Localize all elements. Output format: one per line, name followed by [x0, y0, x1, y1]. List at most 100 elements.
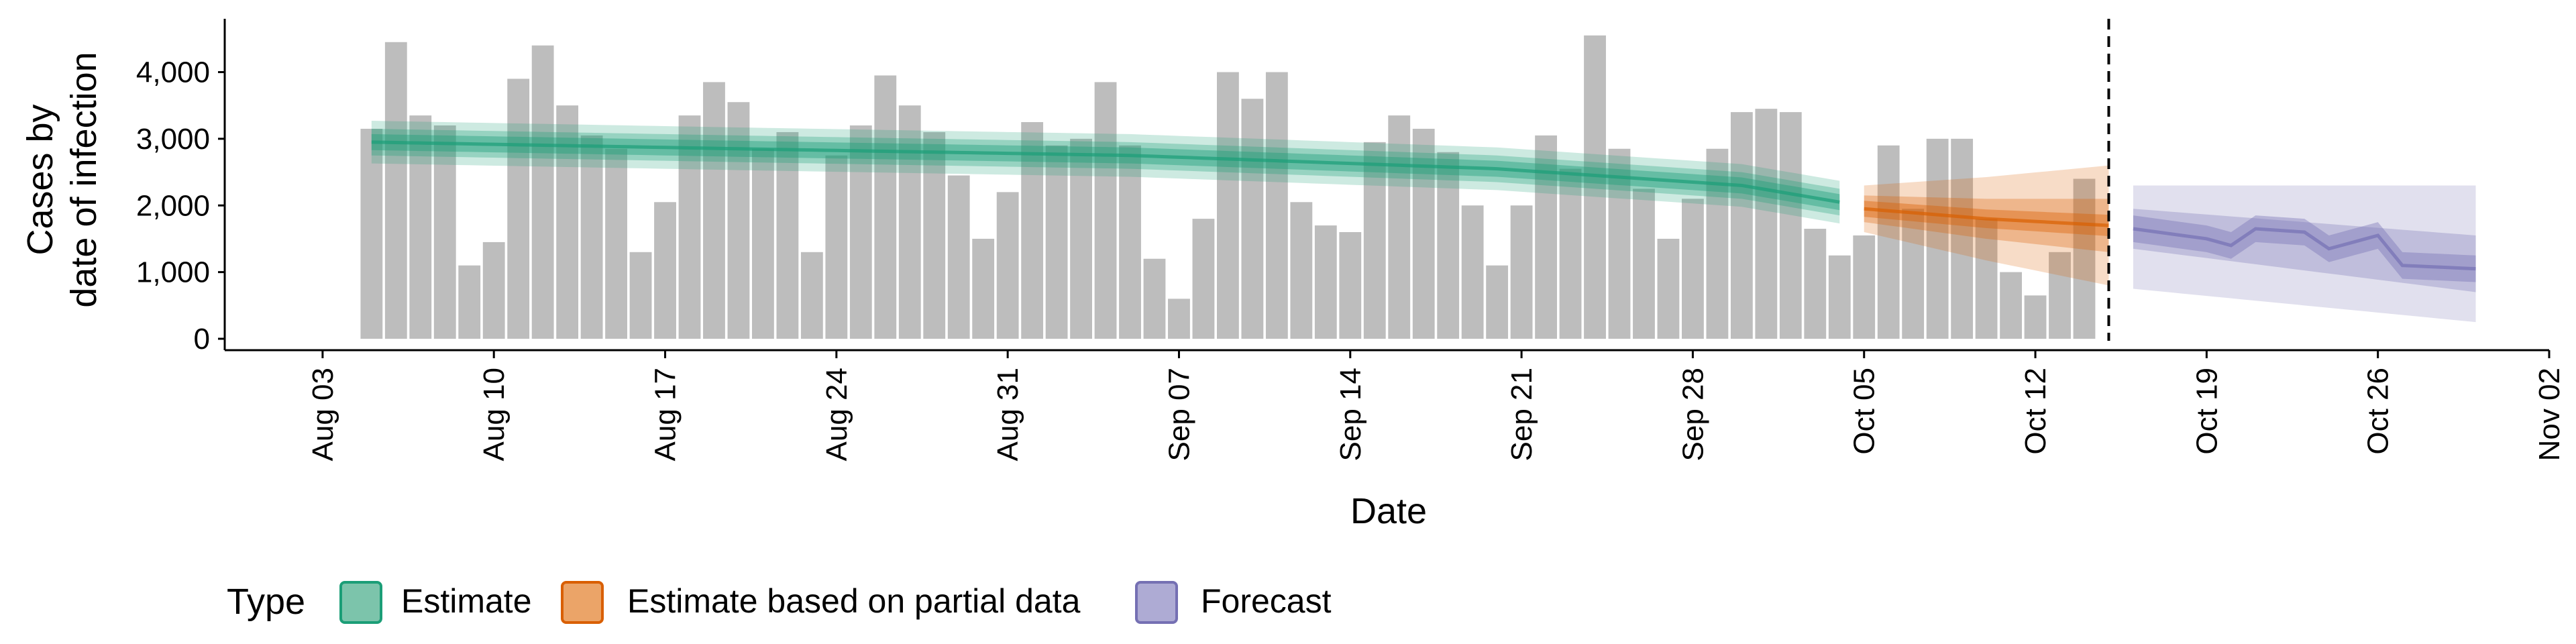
case-bar	[1363, 142, 1386, 339]
case-bar	[996, 192, 1019, 339]
forecast-median-line	[2133, 227, 2476, 271]
case-bar	[1461, 205, 1484, 339]
case-bar	[458, 265, 481, 339]
case-bar	[947, 175, 970, 339]
case-bar	[1682, 199, 1704, 339]
x-tick-label: Sep 21	[1505, 368, 1538, 461]
case-bar	[678, 115, 701, 339]
estimate-band-inner	[371, 133, 1840, 211]
case-bar	[776, 131, 799, 339]
legend-key-forecast	[1135, 581, 1178, 624]
x-axis-title: Date	[1350, 491, 1427, 531]
forecast-band-inner	[2133, 215, 2476, 282]
case-bar	[1926, 138, 1949, 339]
case-bar	[898, 105, 921, 339]
case-bar	[1657, 238, 1680, 339]
forecast-band-mid	[2133, 209, 2476, 292]
case-bar	[2073, 178, 2096, 339]
case-bar	[1804, 229, 1827, 339]
case-bar	[800, 252, 823, 339]
legend-key-partial	[561, 581, 604, 624]
bars-layer	[360, 35, 2096, 339]
legend-label-partial: Estimate based on partial data	[627, 582, 1081, 620]
estimate-band-outer	[371, 121, 1840, 224]
case-bar	[605, 148, 627, 339]
case-bar	[1486, 265, 1509, 339]
case-bar	[507, 78, 530, 339]
case-bar	[531, 45, 554, 339]
case-bar	[1217, 72, 1239, 339]
case-bar	[1951, 138, 1974, 339]
y-tick-label: 4,000	[136, 56, 210, 89]
case-bar	[1265, 72, 1288, 339]
partial-band-mid	[1864, 195, 2109, 252]
case-bar	[580, 135, 603, 339]
case-bar	[1559, 168, 1582, 339]
case-bar	[1290, 202, 1313, 339]
x-tick-label: Aug 17	[649, 368, 682, 461]
y-tick-label: 2,000	[136, 189, 210, 222]
case-bar	[972, 238, 995, 339]
case-bar	[482, 241, 505, 339]
legend-label-forecast: Forecast	[1201, 582, 1332, 620]
case-bar	[2000, 272, 2022, 339]
x-tick-label: Sep 28	[1676, 368, 1709, 461]
case-bar	[1070, 138, 1092, 339]
case-bar	[384, 42, 407, 339]
case-bar	[409, 115, 432, 339]
case-bar	[703, 82, 725, 339]
case-bar	[1877, 145, 1900, 339]
x-tick-label: Oct 12	[2019, 368, 2052, 455]
case-bar	[752, 148, 774, 339]
legend-title: Type	[227, 582, 305, 622]
case-bar	[1168, 299, 1190, 339]
case-bar	[1437, 152, 1460, 339]
partial-median-line	[1864, 207, 2109, 227]
case-bar	[1045, 145, 1068, 339]
legend-label-estimate: Estimate	[401, 582, 532, 620]
case-bar	[1853, 235, 1876, 339]
case-bar	[1339, 232, 1362, 339]
case-bar	[1633, 189, 1655, 339]
case-bar	[1241, 99, 1264, 339]
case-bar	[1755, 109, 1778, 339]
y-tick-label: 1,000	[136, 256, 210, 289]
case-bar	[433, 125, 456, 339]
case-bar	[923, 131, 946, 339]
case-bar	[1510, 205, 1533, 339]
case-bar	[1412, 128, 1435, 339]
x-tick-label: Aug 24	[820, 368, 853, 461]
y-tick-label: 3,000	[136, 123, 210, 156]
case-bar	[825, 155, 848, 339]
x-tick-label: Oct 19	[2190, 368, 2223, 455]
case-bar	[1730, 112, 1753, 339]
legend-key-estimate	[339, 581, 382, 624]
case-bar	[1314, 225, 1337, 339]
case-bar	[2024, 295, 2047, 339]
estimate-median-line	[371, 140, 1840, 204]
case-bar	[1584, 35, 1606, 339]
case-bar	[2049, 252, 2071, 339]
y-tick-label: 0	[194, 323, 210, 356]
case-bar	[849, 125, 872, 339]
case-bar	[1021, 122, 1044, 339]
case-bar	[1192, 219, 1215, 339]
case-bar	[1828, 255, 1851, 339]
axes-layer: 0 1,000 2,000 3,000 4,000 Aug 03 Aug 10 Aug 17 A…	[136, 19, 2566, 461]
case-bar	[1608, 148, 1631, 339]
y-axis-title-line1: Cases by	[20, 104, 60, 255]
x-tick-label: Nov 02	[2533, 368, 2566, 461]
case-bar	[1975, 219, 1998, 339]
x-tick-label: Oct 26	[2362, 368, 2395, 455]
case-bar	[1119, 145, 1141, 339]
case-bar	[1535, 135, 1557, 339]
case-bar	[1779, 112, 1802, 339]
case-bar	[1706, 148, 1729, 339]
case-bar	[654, 202, 676, 339]
case-bar	[874, 75, 897, 339]
x-tick-label: Aug 31	[991, 368, 1024, 461]
case-bar	[727, 102, 750, 339]
case-bar	[1143, 258, 1166, 339]
legend: Type Estimate Estimate based on partial …	[227, 581, 1332, 624]
